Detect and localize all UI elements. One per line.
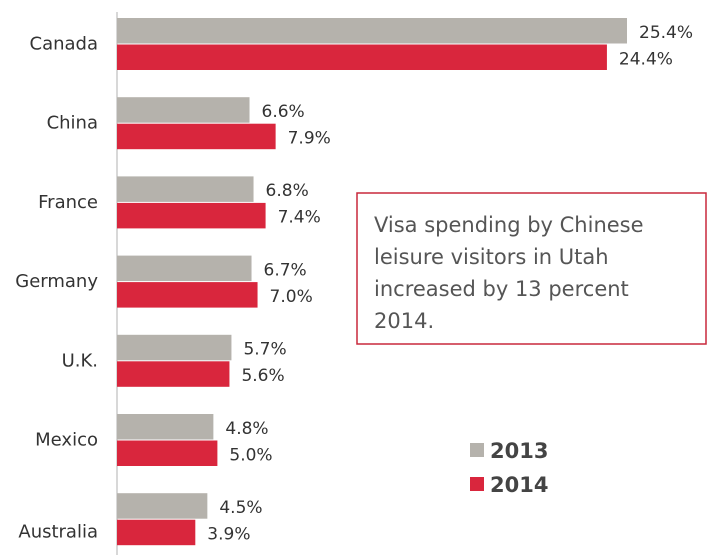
bar <box>117 361 230 387</box>
bar <box>117 202 266 229</box>
value-label: 5.7% <box>243 340 286 360</box>
value-label: 7.0% <box>270 287 313 307</box>
legend-swatch <box>470 477 484 491</box>
category-label: Germany <box>15 271 98 292</box>
annotation-text: 2014. <box>374 309 434 333</box>
annotation-text: increased by 13 percent <box>374 277 629 301</box>
legend-swatch <box>470 443 484 457</box>
value-label: 4.8% <box>225 419 268 439</box>
bar <box>117 493 208 519</box>
bar <box>117 282 258 308</box>
value-label: 4.5% <box>219 498 262 518</box>
category-label: U.K. <box>62 350 98 371</box>
value-label: 24.4% <box>619 49 673 69</box>
value-label: 6.8% <box>266 181 309 201</box>
legend-label: 2014 <box>490 473 548 497</box>
bar <box>117 255 252 282</box>
category-label: Mexico <box>35 430 98 451</box>
value-label: 6.6% <box>262 102 305 122</box>
value-label: 3.9% <box>207 524 250 544</box>
value-label: 5.6% <box>241 366 284 386</box>
annotation-box <box>356 192 707 345</box>
bar <box>117 18 627 44</box>
bar <box>117 123 276 150</box>
bar <box>117 334 232 361</box>
annotation-text: Visa spending by Chinese <box>374 213 644 237</box>
bar <box>117 176 254 202</box>
category-label: China <box>47 113 98 134</box>
category-label: Australia <box>18 522 98 543</box>
legend-label: 2013 <box>490 439 548 463</box>
value-label: 7.4% <box>278 208 321 228</box>
bar <box>117 44 607 70</box>
value-label: 25.4% <box>639 23 693 43</box>
category-label: Canada <box>30 34 99 55</box>
bar <box>117 440 218 466</box>
category-label: France <box>38 192 98 213</box>
bar <box>117 519 196 546</box>
bar <box>117 414 214 440</box>
annotation-text: leisure visitors in Utah <box>374 245 609 269</box>
value-label: 6.7% <box>264 260 307 280</box>
value-label: 5.0% <box>229 445 272 465</box>
bar <box>117 97 250 123</box>
value-label: 7.9% <box>288 128 331 148</box>
